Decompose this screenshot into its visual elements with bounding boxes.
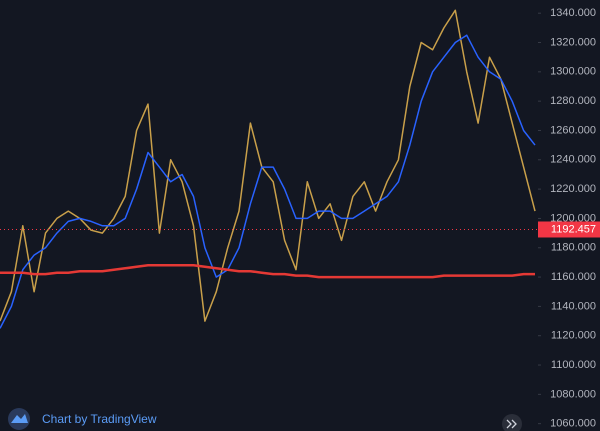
series-line xyxy=(0,9,536,322)
y-tick-label: 1220.000 xyxy=(550,183,596,195)
scroll-icon xyxy=(506,419,517,429)
plot-area xyxy=(0,9,536,329)
y-tick-label: 1260.000 xyxy=(550,124,596,136)
y-tick-label: 1300.000 xyxy=(550,66,596,78)
y-tick-label: 1080.000 xyxy=(550,388,596,400)
series-line xyxy=(0,34,536,329)
y-tick-label: 1200.000 xyxy=(550,212,596,224)
y-tick-label: 1140.000 xyxy=(551,300,596,312)
last-price-label: 1192.457 xyxy=(551,223,596,235)
logo-mark xyxy=(11,414,28,423)
y-tick-label: 1060.000 xyxy=(550,418,596,430)
y-tick-label: 1320.000 xyxy=(550,36,596,48)
y-tick-label: 1280.000 xyxy=(550,95,596,107)
watermark[interactable]: Chart by TradingView xyxy=(8,408,157,430)
scroll-button[interactable] xyxy=(502,414,522,431)
y-tick-label: 1100.000 xyxy=(551,359,596,371)
last-price-box xyxy=(538,221,600,238)
price-axis xyxy=(538,0,600,431)
y-tick-label: 1160.000 xyxy=(551,271,596,283)
y-tick-label: 1180.000 xyxy=(551,242,596,254)
series-line xyxy=(0,264,535,279)
y-tick-label: 1340.000 xyxy=(550,7,596,19)
scroll-button-bg xyxy=(502,414,522,431)
y-tick-label: 1120.000 xyxy=(551,330,596,342)
watermark-text: Chart by TradingView xyxy=(42,412,157,426)
y-tick-label: 1240.000 xyxy=(550,154,596,166)
